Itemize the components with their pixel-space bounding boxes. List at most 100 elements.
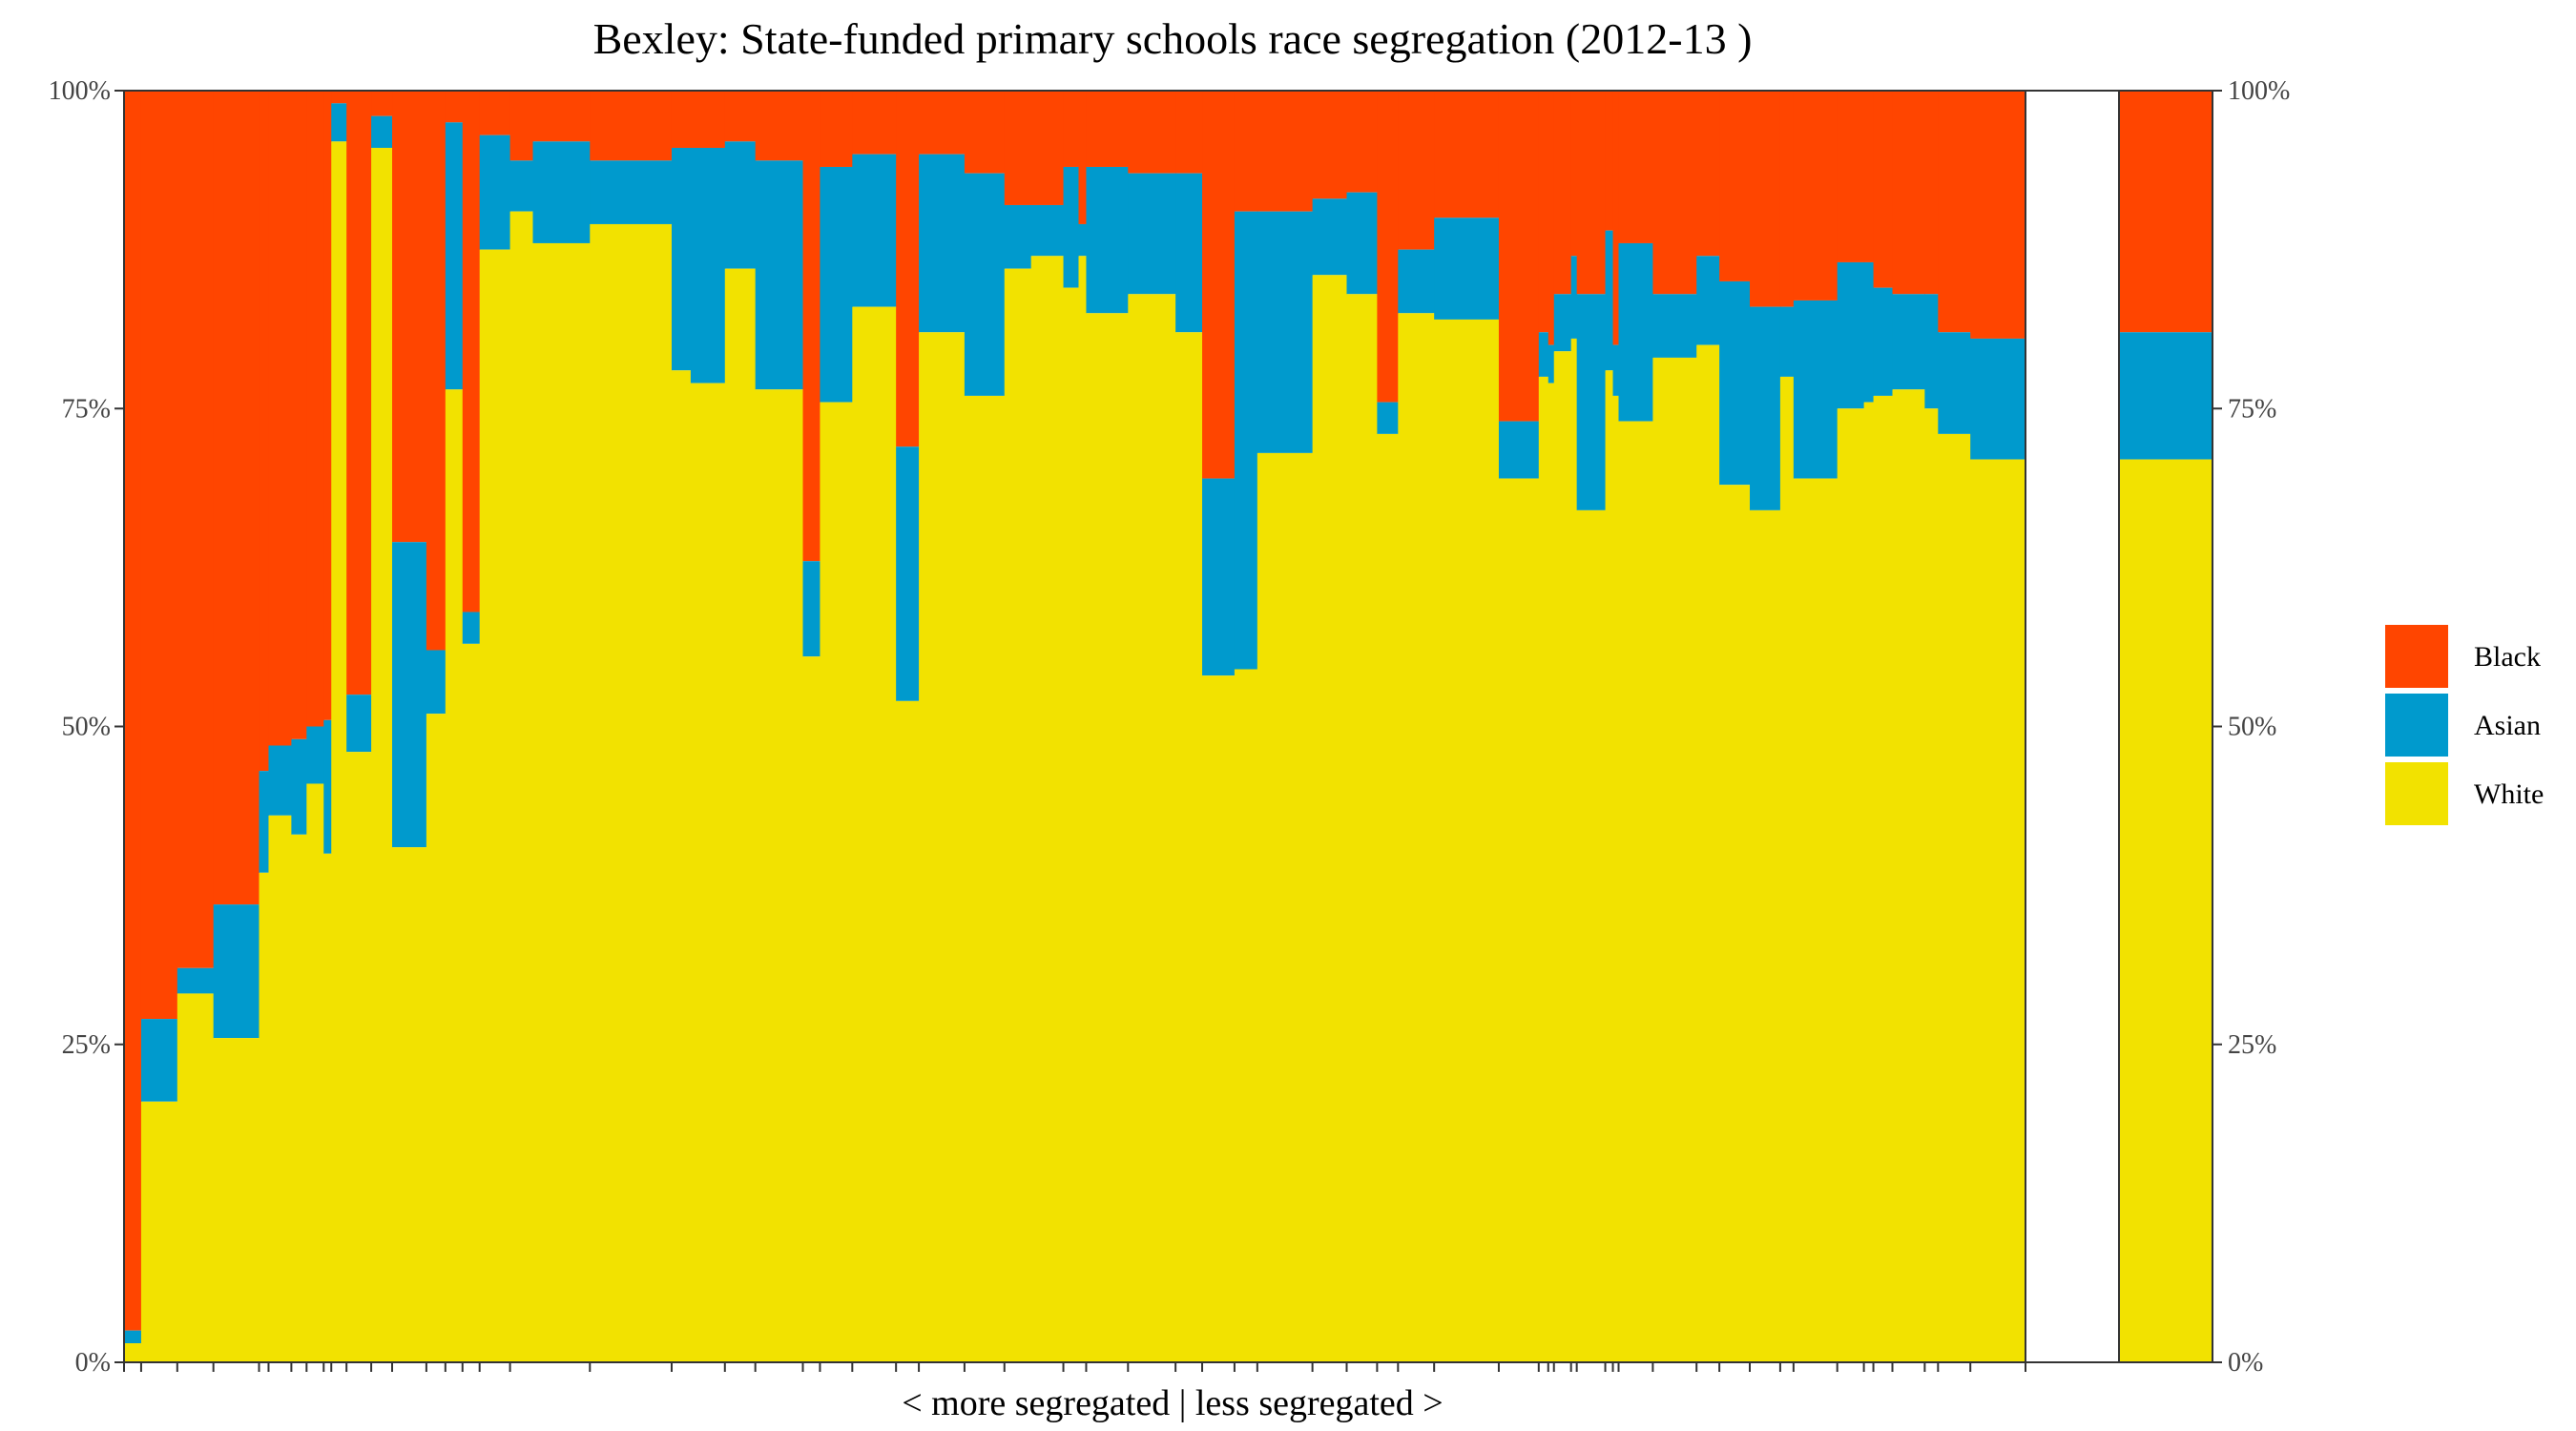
bar-white-8 bbox=[323, 853, 332, 1362]
bar-white-46 bbox=[1538, 376, 1549, 1362]
bar-black-32 bbox=[1063, 91, 1080, 167]
bar-asian-5 bbox=[268, 745, 292, 816]
bar-black-57 bbox=[1750, 91, 1781, 307]
bar-asian-39 bbox=[1257, 211, 1314, 453]
bar-black-4 bbox=[259, 91, 270, 772]
legend-swatch-white bbox=[2385, 762, 2448, 825]
overall-bar-black bbox=[2119, 91, 2212, 333]
bar-asian-26 bbox=[852, 154, 897, 307]
bar-black-46 bbox=[1538, 91, 1549, 333]
bar-black-33 bbox=[1078, 91, 1088, 224]
bar-white-24 bbox=[802, 656, 821, 1362]
bar-black-58 bbox=[1779, 91, 1795, 307]
bar-black-28 bbox=[919, 91, 966, 155]
bar-white-57 bbox=[1750, 509, 1781, 1362]
bar-white-47 bbox=[1548, 383, 1555, 1363]
bar-white-61 bbox=[1863, 402, 1875, 1363]
bar-white-19 bbox=[590, 223, 673, 1363]
bar-white-7 bbox=[306, 783, 324, 1362]
bar-asian-38 bbox=[1234, 211, 1258, 670]
bar-black-11 bbox=[371, 91, 393, 116]
bar-asian-51 bbox=[1605, 230, 1614, 371]
bar-white-4 bbox=[259, 872, 270, 1362]
bar-asian-59 bbox=[1793, 300, 1839, 479]
bar-asian-40 bbox=[1312, 198, 1348, 276]
bar-asian-57 bbox=[1750, 306, 1781, 510]
bar-asian-12 bbox=[392, 542, 427, 848]
bar-black-61 bbox=[1863, 91, 1875, 262]
bar-black-43 bbox=[1398, 91, 1435, 250]
bar-asian-30 bbox=[1004, 204, 1032, 269]
bar-white-16 bbox=[479, 249, 511, 1362]
bar-white-51 bbox=[1605, 370, 1614, 1362]
bar-asian-27 bbox=[896, 446, 920, 701]
bar-black-30 bbox=[1004, 91, 1032, 205]
bar-white-21 bbox=[690, 383, 726, 1363]
bar-black-20 bbox=[671, 91, 692, 148]
bar-asian-23 bbox=[755, 160, 804, 390]
bar-black-39 bbox=[1257, 91, 1314, 212]
bar-asian-16 bbox=[479, 135, 511, 250]
bar-black-31 bbox=[1030, 91, 1065, 205]
y-right-tick-label-3: 75% bbox=[2228, 394, 2276, 424]
bar-white-42 bbox=[1377, 433, 1399, 1362]
bar-asian-31 bbox=[1030, 204, 1065, 257]
bar-asian-53 bbox=[1618, 242, 1653, 422]
legend-label-asian: Asian bbox=[2474, 710, 2541, 741]
bar-white-66 bbox=[1970, 459, 2026, 1362]
bar-asian-6 bbox=[291, 738, 307, 835]
bar-black-54 bbox=[1652, 91, 1697, 295]
bar-black-35 bbox=[1128, 91, 1176, 174]
bar-asian-34 bbox=[1086, 166, 1129, 314]
bar-black-18 bbox=[532, 91, 591, 142]
bar-black-22 bbox=[724, 91, 757, 142]
bar-white-9 bbox=[331, 141, 347, 1362]
legend-swatch-black bbox=[2385, 625, 2448, 688]
bar-asian-20 bbox=[671, 147, 692, 371]
bar-black-3 bbox=[213, 91, 260, 905]
bar-asian-18 bbox=[532, 141, 591, 243]
bar-black-24 bbox=[802, 91, 821, 562]
bar-black-45 bbox=[1498, 91, 1540, 422]
y-left-tick-label-0: 0% bbox=[75, 1348, 111, 1378]
bar-white-63 bbox=[1892, 389, 1925, 1362]
bar-asian-33 bbox=[1078, 223, 1088, 257]
bar-white-41 bbox=[1346, 294, 1378, 1362]
bar-black-38 bbox=[1234, 91, 1258, 212]
bar-asian-45 bbox=[1498, 421, 1540, 479]
bar-white-28 bbox=[919, 332, 966, 1362]
bar-black-50 bbox=[1576, 91, 1607, 295]
bar-black-16 bbox=[479, 91, 511, 135]
bar-white-59 bbox=[1793, 478, 1839, 1362]
bar-asian-56 bbox=[1719, 280, 1751, 486]
bar-asian-9 bbox=[331, 103, 347, 142]
bar-asian-61 bbox=[1863, 261, 1875, 403]
bar-black-37 bbox=[1202, 91, 1236, 479]
bar-white-6 bbox=[291, 834, 307, 1362]
bar-asian-49 bbox=[1570, 256, 1578, 339]
bar-black-49 bbox=[1570, 91, 1578, 257]
bar-black-5 bbox=[268, 91, 292, 746]
bar-asian-3 bbox=[213, 904, 260, 1039]
bar-asian-22 bbox=[724, 141, 757, 269]
bar-asian-52 bbox=[1612, 344, 1620, 396]
legend-swatch-asian bbox=[2385, 694, 2448, 757]
bar-white-3 bbox=[213, 1038, 260, 1362]
y-left-tick-label-1: 25% bbox=[62, 1030, 111, 1060]
bar-asian-62 bbox=[1873, 287, 1894, 396]
bar-asian-0 bbox=[124, 1330, 142, 1344]
bar-white-29 bbox=[964, 395, 1006, 1362]
bar-white-40 bbox=[1312, 275, 1348, 1362]
bar-asian-8 bbox=[323, 719, 332, 854]
bar-black-55 bbox=[1696, 91, 1720, 257]
bar-white-58 bbox=[1779, 376, 1795, 1362]
bar-asian-66 bbox=[1970, 338, 2026, 460]
bar-white-18 bbox=[532, 242, 591, 1363]
bar-black-60 bbox=[1837, 91, 1865, 262]
bar-asian-41 bbox=[1346, 192, 1378, 295]
bar-white-31 bbox=[1030, 256, 1065, 1362]
bar-asian-17 bbox=[509, 160, 534, 212]
bar-black-48 bbox=[1553, 91, 1572, 295]
bar-asian-60 bbox=[1837, 261, 1865, 409]
bar-asian-32 bbox=[1063, 166, 1080, 288]
